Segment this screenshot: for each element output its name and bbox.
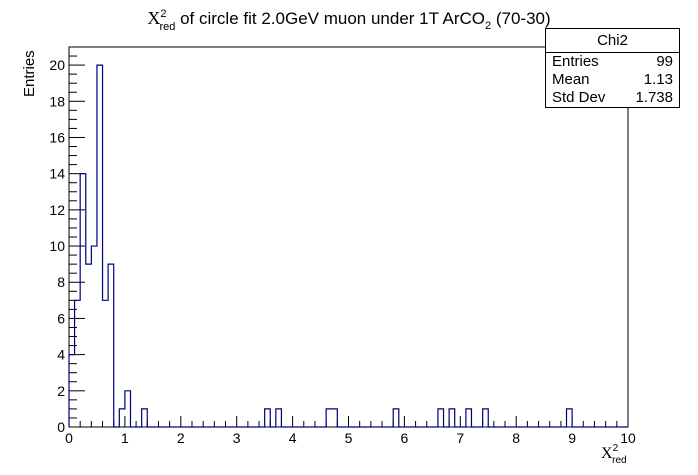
x-axis-label: X2 red <box>601 443 627 466</box>
x-tick-label: 2 <box>177 430 185 446</box>
y-tick-label: 10 <box>49 238 65 254</box>
y-axis-label: Entries <box>21 50 38 97</box>
stats-row-entries: Entries 99 <box>546 53 679 71</box>
y-tick-label: 12 <box>49 202 65 218</box>
y-tick-label: 8 <box>57 274 65 290</box>
histogram-bin <box>103 300 109 427</box>
stats-row-mean: Mean 1.13 <box>546 71 679 89</box>
histogram-bin <box>393 409 399 427</box>
stats-value: 99 <box>656 53 673 70</box>
y-tick-label: 0 <box>57 419 65 435</box>
histogram-bin <box>567 409 573 427</box>
x-tick-label: 6 <box>401 430 409 446</box>
y-tick-label: 18 <box>49 93 65 109</box>
histogram-bin <box>326 409 332 427</box>
x-tick-label: 7 <box>456 430 464 446</box>
histogram-bin <box>91 246 97 427</box>
stats-value: 1.738 <box>635 89 673 106</box>
histogram-bin <box>438 409 444 427</box>
x-tick-label: 9 <box>568 430 576 446</box>
y-tick-label: 16 <box>49 129 65 145</box>
x-tick-label: 0 <box>65 430 73 446</box>
histogram-bin <box>125 391 131 427</box>
histogram-bin <box>80 174 86 427</box>
histogram-bin <box>483 409 489 427</box>
histogram-bin <box>97 65 103 427</box>
y-tick-label: 6 <box>57 310 65 326</box>
x-tick-label: 1 <box>121 430 129 446</box>
y-tick-label: 4 <box>57 347 65 363</box>
histogram-bin <box>332 409 338 427</box>
stats-value: 1.13 <box>643 71 673 88</box>
histogram-outline <box>68 64 628 428</box>
histogram-bin <box>142 409 148 427</box>
y-tick-label: 14 <box>49 166 65 182</box>
x-tick-label: 8 <box>512 430 520 446</box>
x-tick-label: 3 <box>233 430 241 446</box>
x-tick-label: 10 <box>620 430 636 446</box>
histogram-bars <box>68 64 628 428</box>
histogram-bin <box>276 409 282 427</box>
stats-label: Mean <box>552 71 590 88</box>
chart-title: X2 red of circle fit 2.0GeV muon under 1T… <box>147 8 550 33</box>
histogram-bin <box>265 409 271 427</box>
x-tick-label: 5 <box>345 430 353 446</box>
stats-label: Entries <box>552 53 599 70</box>
y-tick-label: 20 <box>49 57 65 73</box>
stats-box: Chi2 Entries 99 Mean 1.13 Std Dev 1.738 <box>545 28 680 108</box>
x-tick-label: 4 <box>289 430 297 446</box>
histogram-bin <box>449 409 455 427</box>
stats-label: Std Dev <box>552 89 606 106</box>
histogram-bin <box>466 409 472 427</box>
stats-row-stddev: Std Dev 1.738 <box>546 89 679 107</box>
histogram-bin <box>86 264 92 427</box>
histogram-bin <box>108 264 114 427</box>
y-tick-label: 2 <box>57 383 65 399</box>
histogram-bin <box>119 409 125 427</box>
stats-title: Chi2 <box>546 29 679 53</box>
